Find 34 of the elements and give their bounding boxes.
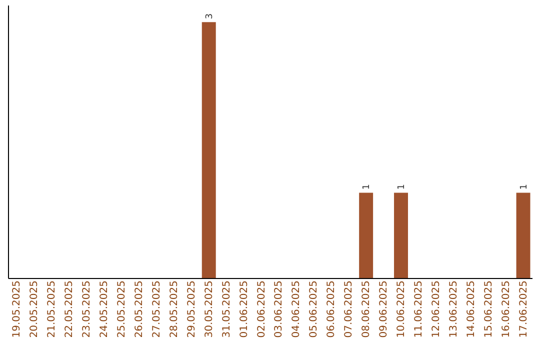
x-tick-label: 26.05.2025: [134, 280, 145, 338]
x-tick-label: 09.06.2025: [378, 280, 390, 338]
x-tick-label: 19.05.2025: [12, 280, 23, 338]
x-tick-label: 27.05.2025: [151, 280, 162, 338]
x-tick-label: 10.06.2025: [396, 280, 407, 338]
data-label: 1: [362, 184, 372, 190]
x-tick-label: 22.05.2025: [64, 280, 76, 338]
x-tick-label: 15.06.2025: [483, 280, 494, 338]
x-tick-label: 29.05.2025: [186, 280, 198, 338]
x-tick-label: 06.06.2025: [326, 280, 338, 338]
x-tick-label: 02.06.2025: [256, 280, 268, 338]
data-label: 1: [397, 184, 407, 190]
x-tick-label: 05.06.2025: [308, 280, 320, 338]
x-tick-label: 04.06.2025: [291, 280, 302, 338]
x-tick-label: 25.05.2025: [116, 280, 128, 338]
x-tick-label: 30.05.2025: [204, 280, 215, 338]
x-tick-label: 14.06.2025: [466, 280, 477, 338]
x-tick-label: 08.06.2025: [361, 280, 372, 338]
x-tick-label: 03.06.2025: [274, 280, 285, 338]
x-tick-label: 21.05.2025: [46, 280, 58, 338]
data-label: 1: [519, 184, 530, 190]
x-tick-label: 24.05.2025: [99, 280, 110, 338]
x-tick-label: 13.06.2025: [448, 280, 460, 338]
x-tick-label: 01.06.2025: [238, 280, 250, 338]
x-tick-label: 17.06.2025: [518, 280, 530, 338]
x-tick-label: 16.06.2025: [500, 280, 512, 338]
x-tick-label: 23.05.2025: [82, 280, 93, 338]
x-tick-label: 28.05.2025: [168, 280, 180, 338]
data-label: 3: [204, 13, 215, 20]
x-tick-label: 20.05.2025: [29, 280, 40, 338]
x-tick-label: 07.06.2025: [344, 280, 355, 338]
x-tick-label: 31.05.2025: [221, 280, 232, 338]
x-tick-label: 11.06.2025: [413, 280, 424, 338]
x-tick-label: 12.06.2025: [430, 280, 442, 338]
